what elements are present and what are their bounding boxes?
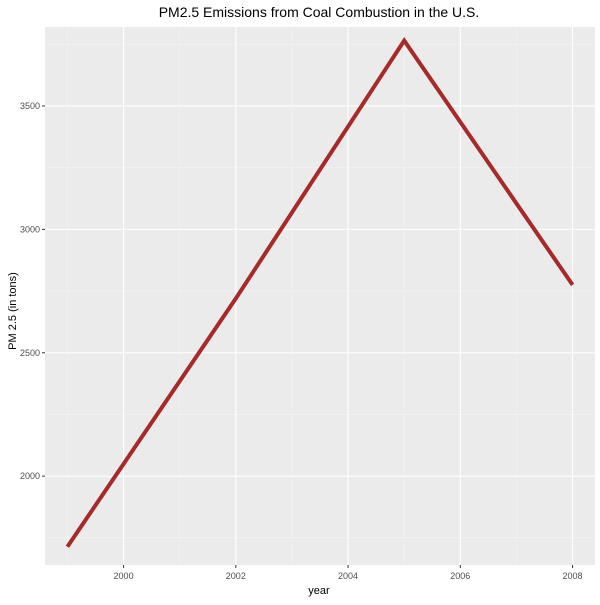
- x-axis-title: year: [308, 585, 330, 597]
- x-tick-label: 2006: [450, 571, 470, 581]
- major-gridlines: [45, 27, 595, 565]
- series-layer: [65, 37, 575, 548]
- x-tick-label: 2000: [114, 571, 134, 581]
- series-line: [65, 37, 575, 548]
- y-tick-label: 2500: [20, 348, 40, 358]
- plot-panel: [45, 27, 595, 565]
- x-axis: 2000 2002 2004 2006 2008: [114, 565, 583, 581]
- y-tick-label: 3000: [20, 224, 40, 234]
- y-tick-label: 3500: [20, 101, 40, 111]
- y-axis: 2000 2500 3000 3500: [20, 101, 45, 481]
- x-tick-label: 2008: [563, 571, 583, 581]
- y-axis-title: PM 2.5 (in tons): [7, 272, 19, 350]
- x-tick-label: 2002: [226, 571, 246, 581]
- y-tick-label: 2000: [20, 471, 40, 481]
- chart-title: PM2.5 Emissions from Coal Combustion in …: [159, 4, 480, 20]
- x-tick-label: 2004: [338, 571, 358, 581]
